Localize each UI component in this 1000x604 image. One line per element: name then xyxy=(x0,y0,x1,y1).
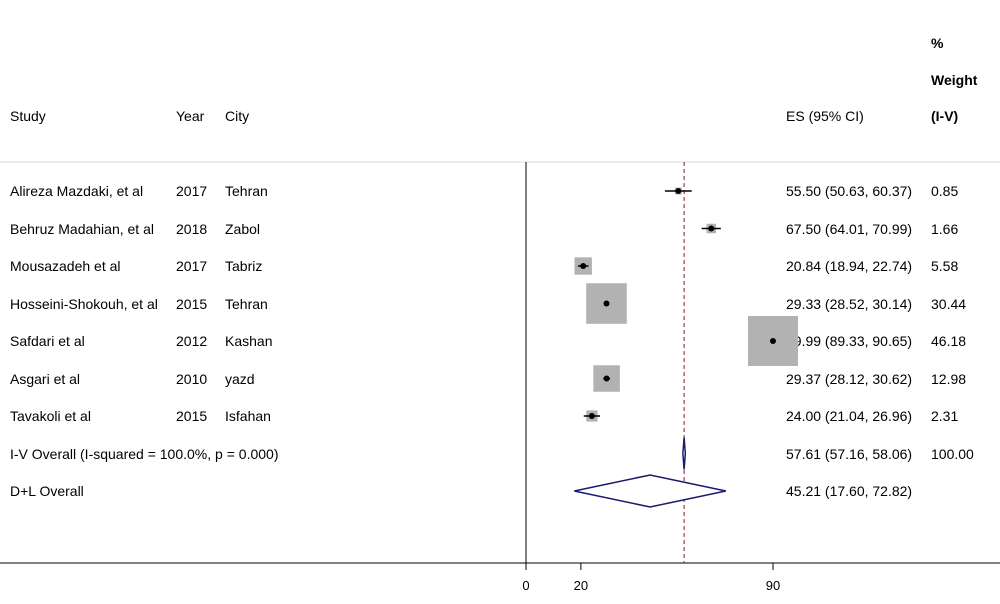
study-name: Safdari et al xyxy=(10,333,85,349)
study-es-ci: 24.00 (21.04, 26.96) xyxy=(786,408,913,424)
point-estimate xyxy=(603,300,610,307)
study-year: 2012 xyxy=(176,333,208,349)
study-weight: 12.98 xyxy=(931,370,967,387)
overall-es-ci: 57.61 (57.16, 58.06) xyxy=(786,445,913,462)
x-tick-label: 0 xyxy=(522,578,529,593)
overall-es-ci: 45.21 (17.60, 72.82) xyxy=(786,483,913,499)
x-tick-label: 20 xyxy=(574,578,588,593)
overall-weight: 100.00 xyxy=(931,445,974,462)
column-header-es: ES (95% CI) xyxy=(786,108,864,124)
study-year: 2010 xyxy=(176,370,208,387)
overall-diamond xyxy=(574,474,727,508)
overall-label: I-V Overall (I-squared = 100.0%, p = 0.0… xyxy=(10,445,279,462)
study-city: Tehran xyxy=(225,295,268,312)
study-weight: 30.44 xyxy=(931,295,967,312)
study-name: Asgari et al xyxy=(10,370,81,387)
study-es-ci: 20.84 (18.94, 22.74) xyxy=(786,258,913,274)
study-year: 2017 xyxy=(176,258,208,274)
overall-diamond xyxy=(682,437,687,470)
study-es-ci: 89.99 (89.33, 90.65) xyxy=(786,333,913,349)
point-estimate xyxy=(588,413,595,419)
point-estimate xyxy=(769,338,776,344)
study-es-ci: 55.50 (50.63, 60.37) xyxy=(786,183,913,199)
study-city: Isfahan xyxy=(225,408,271,424)
study-es-ci: 67.50 (64.01, 70.99) xyxy=(786,220,913,237)
study-city: Tehran xyxy=(225,183,268,199)
study-name: Alireza Mazdaki, et al xyxy=(10,183,144,199)
study-year: 2018 xyxy=(176,220,208,237)
study-weight: 5.58 xyxy=(931,258,959,274)
point-estimate xyxy=(708,225,715,232)
study-name: Tavakoli et al xyxy=(10,408,91,424)
study-weight: 2.31 xyxy=(931,408,959,424)
study-city: Zabol xyxy=(225,220,261,237)
study-name: Mousazadeh et al xyxy=(10,258,121,274)
study-year: 2017 xyxy=(176,183,208,199)
study-es-ci: 29.33 (28.52, 30.14) xyxy=(786,295,913,312)
column-header-study: Study xyxy=(10,108,46,124)
point-estimate xyxy=(675,188,682,194)
study-weight: 1.66 xyxy=(931,220,959,237)
study-es-ci: 29.37 (28.12, 30.62) xyxy=(786,370,913,387)
study-city: Kashan xyxy=(225,333,273,349)
column-header-weight-percent: % xyxy=(931,35,944,51)
column-header-weight: Weight xyxy=(931,72,978,88)
study-city: yazd xyxy=(225,370,255,387)
study-year: 2015 xyxy=(176,408,208,424)
point-estimate xyxy=(603,375,610,382)
overall-label: D+L Overall xyxy=(10,483,84,499)
study-weight: 46.18 xyxy=(931,333,967,349)
column-header-city: City xyxy=(225,108,250,124)
study-city: Tabriz xyxy=(225,258,263,274)
column-header-year: Year xyxy=(176,108,205,124)
study-name: Hosseini-Shokouh, et al xyxy=(10,295,158,312)
x-tick-label: 90 xyxy=(766,578,780,593)
study-name: Behruz Madahian, et al xyxy=(10,220,154,237)
point-estimate xyxy=(580,263,587,269)
study-weight: 0.85 xyxy=(931,183,959,199)
study-year: 2015 xyxy=(176,295,208,312)
column-header-weight-iv: (I-V) xyxy=(931,108,959,124)
